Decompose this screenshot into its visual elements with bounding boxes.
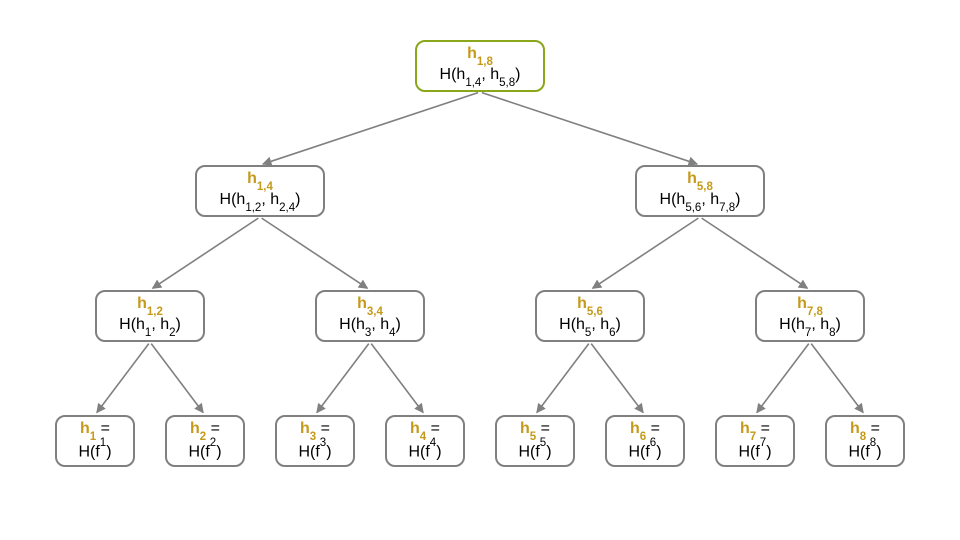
node-line-1: h7 = — [717, 420, 793, 441]
edge-h78-h8 — [811, 344, 863, 413]
tree-node-h7: h7 =H(f7) — [715, 415, 795, 467]
node-line-1: h1 = — [57, 420, 133, 441]
node-line-1: h5,6 — [537, 295, 643, 316]
tree-node-h1: h1 =H(f1) — [55, 415, 135, 467]
node-body: H(f5) — [497, 441, 573, 462]
node-title-suffix: = — [426, 420, 440, 437]
node-title: h8 — [850, 420, 866, 437]
node-title: h5,6 — [577, 295, 603, 312]
node-title-suffix: = — [536, 420, 550, 437]
edge-h14-h34 — [262, 218, 368, 288]
edge-h58-h78 — [702, 218, 808, 288]
node-line-1: h1,8 — [417, 45, 543, 66]
tree-node-h78: h7,8 H(h7, h8) — [755, 290, 865, 342]
node-body: H(f7) — [717, 441, 793, 462]
tree-node-h18: h1,8 H(h1,4, h5,8) — [415, 40, 545, 92]
node-body: H(h3, h4) — [317, 316, 423, 337]
node-title: h6 — [630, 420, 646, 437]
node-title: h1,4 — [247, 170, 273, 187]
tree-node-h14: h1,4 H(h1,2, h2,4) — [195, 165, 325, 217]
node-title-suffix: = — [96, 420, 110, 437]
tree-node-h2: h2 =H(f2) — [165, 415, 245, 467]
tree-node-h6: h6 =H(f6) — [605, 415, 685, 467]
node-line-1: h3,4 — [317, 295, 423, 316]
node-line-1: h5,8 — [637, 170, 763, 191]
edge-h34-h4 — [371, 344, 423, 413]
tree-node-h5: h5 =H(f5) — [495, 415, 575, 467]
edge-h58-h56 — [592, 218, 698, 288]
edge-h56-h5 — [537, 344, 589, 413]
edge-h56-h6 — [591, 344, 643, 413]
edge-h12-h1 — [97, 344, 149, 413]
node-body: H(h1,2, h2,4) — [197, 191, 323, 212]
tree-node-h58: h5,8 H(h5,6, h7,8) — [635, 165, 765, 217]
node-title: h7 — [740, 420, 756, 437]
node-title-suffix: = — [206, 420, 220, 437]
node-line-1: h1,2 — [97, 295, 203, 316]
node-body: H(h1, h2) — [97, 316, 203, 337]
node-title: h7,8 — [797, 295, 823, 312]
node-line-1: h1,4 — [197, 170, 323, 191]
node-body: H(f3) — [277, 441, 353, 462]
node-title: h3 — [300, 420, 316, 437]
edge-h14-h12 — [152, 218, 258, 288]
node-title-suffix: = — [756, 420, 770, 437]
tree-node-h3: h3 =H(f3) — [275, 415, 355, 467]
node-title: h5,8 — [687, 170, 713, 187]
node-title-suffix: = — [316, 420, 330, 437]
node-title: h3,4 — [357, 295, 383, 312]
node-title: h4 — [410, 420, 426, 437]
node-line-1: h6 = — [607, 420, 683, 441]
edge-h34-h3 — [317, 344, 369, 413]
node-body: H(h5,6, h7,8) — [637, 191, 763, 212]
node-body: H(h1,4, h5,8) — [417, 66, 543, 87]
node-body: H(f6) — [607, 441, 683, 462]
node-body: H(f4) — [387, 441, 463, 462]
node-title-suffix: = — [866, 420, 880, 437]
edge-h18-h14 — [263, 93, 478, 164]
tree-node-h56: h5,6 H(h5, h6) — [535, 290, 645, 342]
node-line-1: h8 = — [827, 420, 903, 441]
node-body: H(h7, h8) — [757, 316, 863, 337]
node-line-1: h2 = — [167, 420, 243, 441]
edge-h78-h7 — [757, 344, 809, 413]
tree-node-h4: h4 =H(f4) — [385, 415, 465, 467]
tree-node-h8: h8 =H(f8) — [825, 415, 905, 467]
node-line-1: h3 = — [277, 420, 353, 441]
node-line-1: h7,8 — [757, 295, 863, 316]
edge-h12-h2 — [151, 344, 203, 413]
node-line-1: h4 = — [387, 420, 463, 441]
node-title: h2 — [190, 420, 206, 437]
node-body: H(h5, h6) — [537, 316, 643, 337]
node-title: h1,8 — [467, 45, 493, 62]
node-title: h5 — [520, 420, 536, 437]
node-body: H(f8) — [827, 441, 903, 462]
node-title: h1,2 — [137, 295, 163, 312]
tree-node-h12: h1,2 H(h1, h2) — [95, 290, 205, 342]
node-title: h1 — [80, 420, 96, 437]
edge-h18-h58 — [482, 93, 697, 164]
node-body: H(f2) — [167, 441, 243, 462]
node-line-1: h5 = — [497, 420, 573, 441]
node-title-suffix: = — [646, 420, 660, 437]
tree-node-h34: h3,4 H(h3, h4) — [315, 290, 425, 342]
node-body: H(f1) — [57, 441, 133, 462]
